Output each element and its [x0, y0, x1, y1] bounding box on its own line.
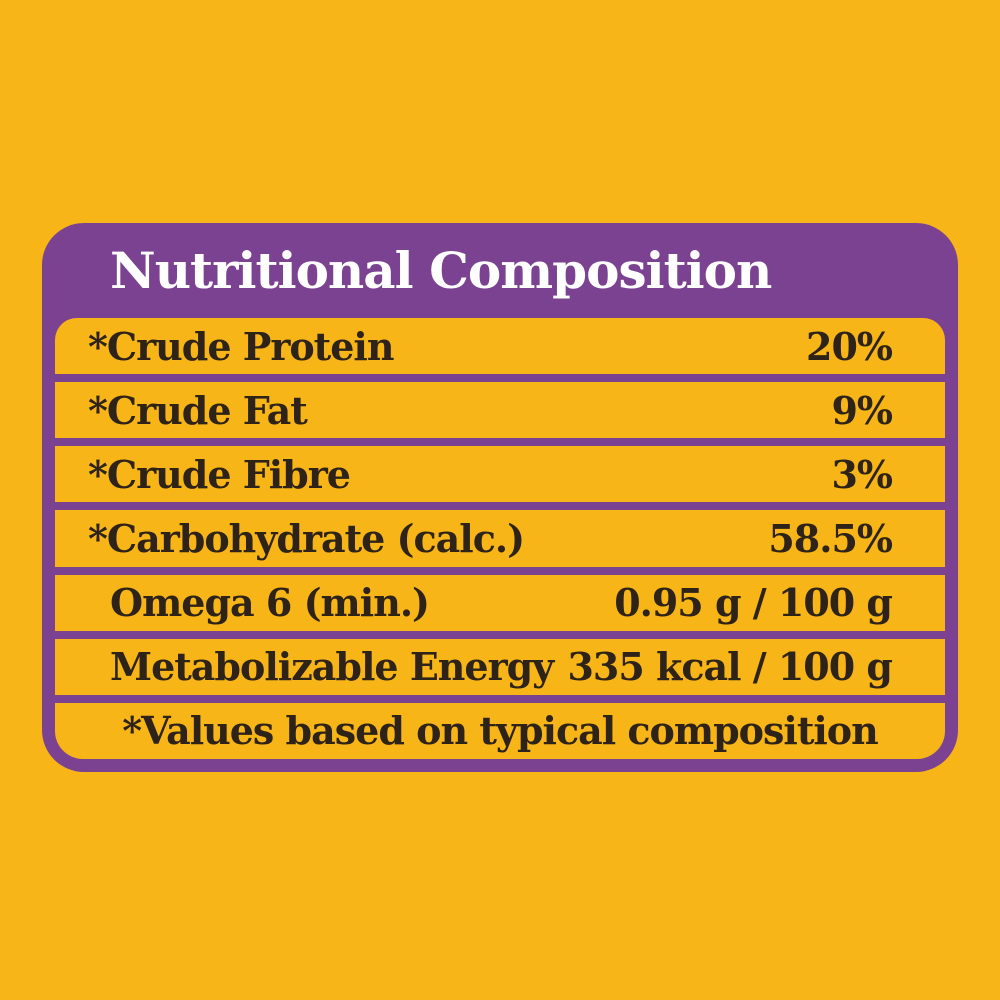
nutrient-value: 20% [806, 323, 893, 369]
nutrient-value: 0.95 g / 100 g [614, 580, 893, 626]
table-row: *Crude Fat 9% [55, 382, 945, 439]
table-row: *Carbohydrate (calc.) 58.5% [55, 510, 945, 567]
nutrient-label: *Carbohydrate (calc.) [88, 515, 525, 561]
table-row: *Crude Fibre 3% [55, 446, 945, 503]
nutrient-label: Omega 6 (min.) [110, 580, 430, 626]
footnote-row: *Values based on typical composition [55, 702, 945, 759]
panel-title: Nutritional Composition [110, 241, 772, 300]
table-row: Metabolizable Energy 335 kcal / 100 g [55, 638, 945, 695]
nutrient-value: 335 kcal / 100 g [567, 644, 893, 690]
footnote-text: *Values based on typical composition [122, 708, 879, 754]
nutrient-value: 58.5% [768, 515, 893, 561]
table-row: Omega 6 (min.) 0.95 g / 100 g [55, 574, 945, 631]
table-row: *Crude Protein 20% [55, 318, 945, 375]
nutrient-label: *Crude Fibre [88, 451, 351, 497]
nutrient-label: *Crude Protein [88, 323, 394, 369]
nutrient-label: *Crude Fat [88, 387, 308, 433]
nutrient-value: 3% [831, 451, 893, 497]
nutrient-value: 9% [831, 387, 893, 433]
nutrient-label: Metabolizable Energy [110, 644, 554, 690]
nutrition-table: *Crude Protein 20% *Crude Fat 9% *Crude … [55, 318, 945, 759]
nutrition-panel: Nutritional Composition *Crude Protein 2… [42, 223, 958, 772]
